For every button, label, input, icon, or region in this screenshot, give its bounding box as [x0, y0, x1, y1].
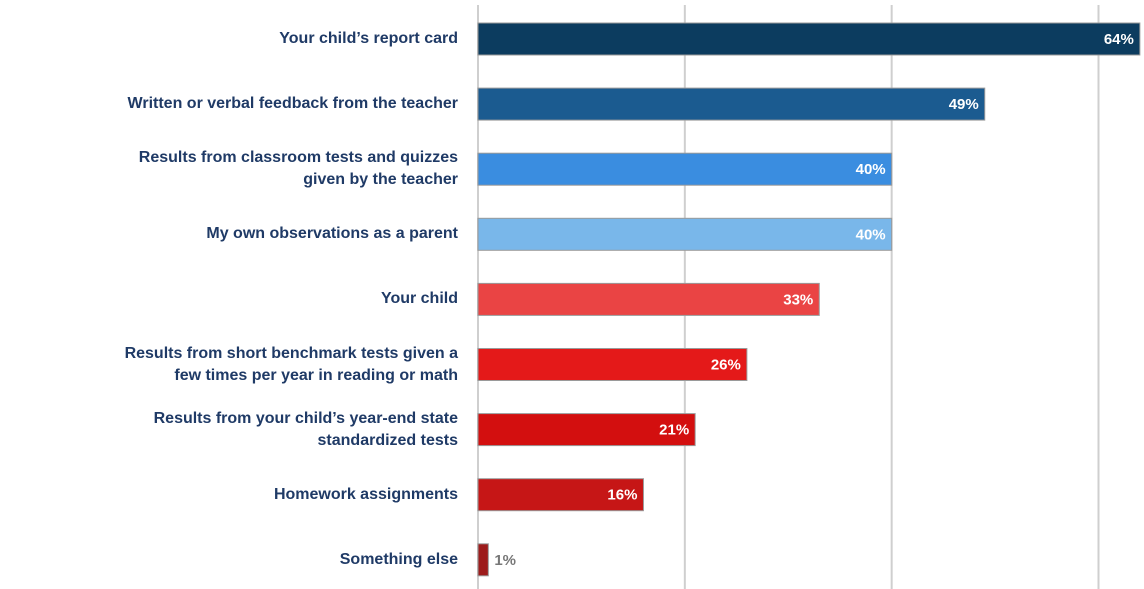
- bar: [477, 152, 893, 186]
- bar: [477, 543, 489, 577]
- value-label: 1%: [494, 552, 516, 569]
- value-label: 64%: [1104, 31, 1134, 48]
- bar: [477, 478, 644, 512]
- category-label: Your child: [380, 290, 458, 308]
- bar: [477, 413, 696, 447]
- category-label: Results from your child’s year-end state…: [153, 409, 458, 449]
- category-label: Results from classroom tests and quizzes…: [138, 149, 458, 189]
- category-label: Your child’s report card: [279, 30, 458, 47]
- bar: [477, 348, 748, 381]
- category-label: Results from short benchmark tests given…: [124, 344, 458, 384]
- category-label: Written or verbal feedback from the teac…: [127, 95, 458, 113]
- value-label: 40%: [856, 161, 886, 178]
- bar: [477, 22, 1141, 56]
- bar: [477, 87, 986, 121]
- value-label: 26%: [711, 356, 741, 373]
- bar: [477, 217, 893, 251]
- value-label: 49%: [949, 96, 979, 113]
- value-label: 16%: [607, 487, 637, 504]
- value-label: 33%: [783, 291, 813, 308]
- category-label: My own observations as a parent: [206, 225, 458, 243]
- bar: [477, 282, 820, 316]
- value-label: 40%: [856, 226, 886, 243]
- category-label: Something else: [339, 550, 458, 568]
- value-label: 21%: [659, 422, 689, 439]
- category-label: Homework assignments: [273, 485, 458, 503]
